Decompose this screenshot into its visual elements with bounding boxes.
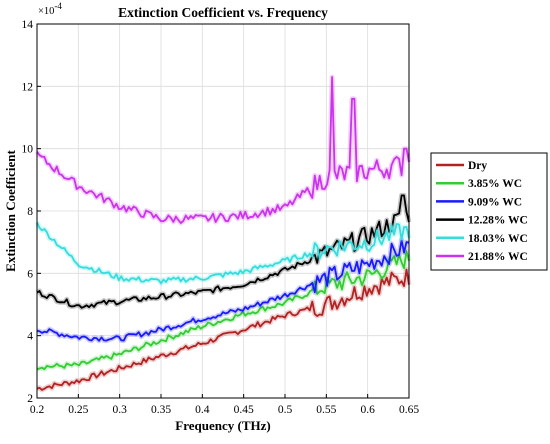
x-tick-label: 0.4: [195, 404, 210, 416]
x-tick-label: 0.35: [151, 404, 171, 416]
chart-title: Extinction Coefficient vs. Frequency: [118, 5, 328, 20]
legend-label: 12.28% WC: [468, 215, 528, 227]
legend-label: 9.09% WC: [468, 196, 522, 208]
legend-label: 21.88% WC: [468, 251, 528, 263]
y-tick-label: 2: [27, 393, 33, 405]
x-axis-label: Frequency (THz): [175, 418, 270, 433]
series-line: [36, 250, 410, 371]
y-axis-label: Extinction Coefficient: [3, 149, 18, 271]
y-axis-multiplier-base: ×10: [38, 6, 54, 17]
tick-layer: 0.2 0.25 0.3 0.35 0.4 0.45 0.5 0.55 0.6 0.65 2 4 6 8 1…: [22, 19, 420, 416]
y-tick-label: 14: [22, 19, 34, 31]
y-tick-label: 12: [22, 81, 34, 93]
y-axis-multiplier: ×10-4: [38, 1, 62, 17]
y-tick-label: 8: [27, 206, 33, 218]
x-tick-label: 0.5: [278, 404, 293, 416]
legend-label: 3.85% WC: [468, 178, 522, 190]
legend-label: 18.03% WC: [468, 233, 528, 245]
series-line: [36, 76, 410, 224]
legend-items: Dry 3.85% WC 9.09% WC 12.28% WC 18.03% WC 21.…: [436, 160, 528, 263]
y-tick-label: 10: [22, 144, 34, 156]
y-tick-label: 6: [27, 268, 33, 280]
series-line: [36, 194, 410, 309]
x-tick-label: 0.25: [68, 404, 88, 416]
series-line: [36, 268, 410, 391]
legend-label: Dry: [468, 160, 487, 172]
legend-box: [430, 152, 548, 271]
x-tick-label: 0.55: [316, 404, 336, 416]
series-layer: [34, 74, 412, 393]
series-line: [36, 221, 410, 285]
x-tick-label: 0.2: [30, 404, 45, 416]
x-tick-label: 0.6: [360, 404, 375, 416]
x-tick-label: 0.3: [112, 404, 127, 416]
x-tick-label: 0.45: [234, 404, 254, 416]
legend: Dry 3.85% WC 9.09% WC 12.28% WC 18.03% WC 21.…: [430, 152, 548, 271]
series-line: [36, 238, 410, 342]
y-tick-label: 4: [27, 331, 33, 343]
x-tick-label: 0.65: [399, 404, 419, 416]
y-axis-multiplier-exponent: -4: [54, 1, 62, 11]
